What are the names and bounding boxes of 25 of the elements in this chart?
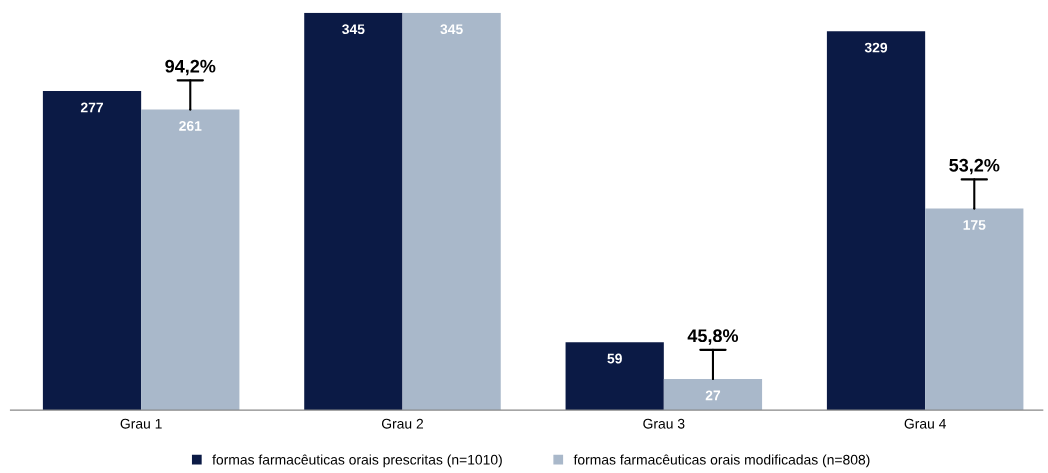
annotation: 94,2% (165, 59, 216, 76)
data-label: 175 (963, 220, 986, 230)
data-label: 277 (80, 102, 103, 113)
bar (304, 12, 403, 411)
legend-label: formas farmacêuticas orais prescritas (n=1010) (212, 454, 502, 468)
bar (402, 12, 501, 411)
x-tick-label: Grau 4 (904, 418, 946, 429)
data-label: 345 (440, 24, 463, 35)
data-label: 27 (705, 390, 721, 401)
x-tick-label: Grau 3 (643, 418, 685, 429)
data-label: 261 (179, 120, 202, 131)
x-tick-label: Grau 2 (381, 418, 424, 429)
data-label: 345 (342, 24, 365, 35)
bar (663, 379, 763, 411)
bar (565, 342, 664, 411)
bar (42, 91, 142, 411)
data-label: 329 (864, 42, 888, 53)
bar (826, 31, 926, 411)
annotation: 45,8% (687, 329, 739, 345)
x-tick-label: Grau 1 (120, 418, 162, 429)
annotation: 53,2% (949, 158, 1000, 175)
bar (141, 109, 240, 411)
data-label: 59 (607, 353, 622, 364)
legend-label: formas farmacêuticas orais modificadas (n=808) (573, 454, 870, 468)
bar (925, 208, 1024, 411)
